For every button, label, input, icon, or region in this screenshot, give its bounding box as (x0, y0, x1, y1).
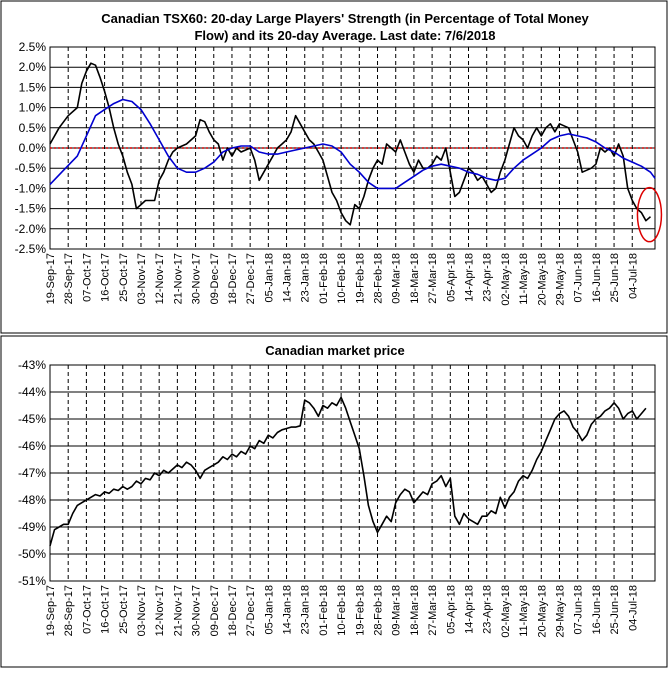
chart1-series-0-line (49, 62, 652, 226)
chart2-x-tick-label: 16-Jun-18 (591, 585, 603, 635)
chart2-y-tick-label: -49% (18, 520, 46, 534)
chart2-x-tick-label: 19-Feb-18 (354, 585, 366, 636)
chart1-x-tick-label: 19-Sep-17 (45, 253, 57, 304)
chart2-x-tick-label: 28-Sep-17 (63, 585, 75, 636)
chart2-x-tick-label: 09-Mar-18 (391, 585, 403, 636)
chart2-x-tick-label: 16-Oct-17 (100, 585, 112, 634)
chart2-x-tick-label: 14-Apr-18 (463, 585, 475, 634)
chart2-x-tick-label: 02-May-18 (500, 585, 512, 638)
chart1-x-tick-label: 19-Feb-18 (354, 253, 366, 304)
chart2-x-tick-label: 29-May-18 (554, 585, 566, 638)
chart1-y-tick-label: 1.0% (19, 101, 47, 115)
chart1-x-tick-label: 14-Apr-18 (463, 253, 475, 302)
chart2-x-tick-label: 09-Dec-17 (209, 585, 221, 636)
chart1-x-tick-label: 20-May-18 (536, 253, 548, 306)
chart2-x-tick-label: 23-Apr-18 (482, 585, 494, 634)
chart1-y-tick-label: 0.0% (19, 141, 47, 155)
chart1-x-tick-label: 10-Feb-18 (336, 253, 348, 304)
chart1-x-tick-label: 03-Nov-17 (136, 253, 148, 304)
chart2-x-tick-label: 05-Jan-18 (263, 585, 275, 635)
chart1-x-tick-label: 25-Jun-18 (609, 253, 621, 303)
chart2-x-tick-label: 20-May-18 (536, 585, 548, 638)
chart2-x-tick-label: 30-Nov-17 (191, 585, 203, 636)
chart2-series-0-line (49, 396, 647, 547)
chart2-x-tick-label: 07-Jun-18 (573, 585, 585, 635)
chart2-y-tick-label: -44% (18, 385, 46, 399)
chart2-x-tick-label: 03-Nov-17 (136, 585, 148, 636)
chart2-title: Canadian market price (265, 343, 404, 358)
chart2-x-tick-label: 18-Mar-18 (409, 585, 421, 636)
chart2-y-tick-label: -46% (18, 439, 46, 453)
chart1-y-tick-label: 2.5% (19, 40, 47, 54)
chart1-x-tick-label: 28-Feb-18 (373, 253, 385, 304)
chart1-highlight-ellipse (636, 186, 663, 243)
chart1-y-tick-label: -2.0% (15, 222, 47, 236)
chart1-x-tick-label: 02-May-18 (500, 253, 512, 306)
chart2-x-tick-label: 11-May-18 (518, 585, 530, 637)
chart1-x-tick-label: 28-Sep-17 (63, 253, 75, 304)
chart1-x-tick-label: 14-Jan-18 (282, 253, 294, 303)
chart1-x-tick-label: 04-Jul-18 (627, 253, 639, 299)
chart2-y-tick-label: -48% (18, 493, 46, 507)
chart2-x-tick-label: 27-Mar-18 (427, 585, 439, 636)
chart1-x-tick-label: 18-Mar-18 (409, 253, 421, 304)
chart2-x-tick-label: 10-Feb-18 (336, 585, 348, 636)
chart2-x-tick-label: 14-Jan-18 (282, 585, 294, 635)
chart1-title-line1: Canadian TSX60: 20-day Large Players' St… (101, 11, 589, 26)
chart2-x-tick-label: 28-Feb-18 (373, 585, 385, 636)
chart1-x-tick-label: 29-May-18 (554, 253, 566, 306)
chart1-x-tick-label: 05-Apr-18 (445, 253, 457, 302)
chart1-series-1-line (49, 98, 656, 190)
chart1-x-tick-label: 07-Oct-17 (81, 253, 93, 302)
chart2-x-tick-label: 18-Dec-17 (227, 585, 239, 636)
chart2-x-tick-label: 23-Jan-18 (300, 585, 312, 635)
chart1-x-tick-label: 27-Mar-18 (427, 253, 439, 304)
chart2-y-tick-label: -50% (18, 547, 46, 561)
chart1-y-tick-label: 1.5% (19, 80, 47, 94)
chart1-y-tick-label: -2.5% (15, 242, 47, 256)
chart2-x-tick-label: 07-Oct-17 (81, 585, 93, 634)
chart1-x-tick-label: 12-Nov-17 (154, 253, 166, 304)
chart1-title-line2: Flow) and its 20-day Average. Last date:… (194, 28, 495, 43)
chart1-y-tick-label: -1.5% (15, 202, 47, 216)
chart1-x-tick-label: 23-Apr-18 (482, 253, 494, 302)
chart1-x-tick-label: 25-Oct-17 (118, 253, 130, 302)
chart2-y-tick-label: -45% (18, 412, 46, 426)
chart2-x-tick-label: 19-Sep-17 (45, 585, 57, 636)
chart2-x-tick-label: 01-Feb-18 (318, 585, 330, 636)
chart1-x-tick-label: 09-Dec-17 (209, 253, 221, 304)
chart1-y-tick-label: 0.5% (19, 121, 47, 135)
chart2-x-tick-label: 21-Nov-17 (172, 585, 184, 636)
chart1-x-tick-label: 05-Jan-18 (263, 253, 275, 303)
chart2-x-tick-label: 27-Dec-17 (245, 585, 257, 636)
chart1-x-tick-label: 07-Jun-18 (573, 253, 585, 303)
chart2-y-tick-label: -43% (18, 358, 46, 372)
chart2-x-tick-label: 12-Nov-17 (154, 585, 166, 636)
chart2-y-tick-label: -51% (18, 574, 46, 588)
chart2-y-tick-label: -47% (18, 466, 46, 480)
chart1-x-tick-label: 16-Oct-17 (100, 253, 112, 302)
chart2-x-tick-label: 04-Jul-18 (627, 585, 639, 631)
chart2-x-tick-label: 25-Jun-18 (609, 585, 621, 635)
chart1-x-tick-label: 30-Nov-17 (191, 253, 203, 304)
chart1-plot: 2.5% 2.0% 1.5% 1.0% 0.5% 0.0% -0.5% -1.0% -1.5% -… (15, 40, 663, 306)
chart1-x-tick-label: 23-Jan-18 (300, 253, 312, 303)
chart2-x-tick-label: 25-Oct-17 (118, 585, 130, 634)
chart1-x-tick-label: 21-Nov-17 (172, 253, 184, 304)
chart1-y-tick-label: 2.0% (19, 60, 47, 74)
chart1-x-tick-label: 11-May-18 (518, 253, 530, 305)
chart1-x-tick-label: 18-Dec-17 (227, 253, 239, 304)
chart1-x-tick-label: 01-Feb-18 (318, 253, 330, 304)
chart2-x-tick-label: 05-Apr-18 (445, 585, 457, 634)
chart1-x-tick-label: 27-Dec-17 (245, 253, 257, 304)
chart1-x-tick-label: 16-Jun-18 (591, 253, 603, 303)
chart1-y-tick-label: -1.0% (15, 181, 47, 195)
chart1-x-tick-label: 09-Mar-18 (391, 253, 403, 304)
chart2-plot: -43% -44% -45% -46% -47% -48% -49% -50% -51%19-S… (18, 358, 656, 638)
chart1-y-tick-label: -0.5% (15, 161, 47, 175)
